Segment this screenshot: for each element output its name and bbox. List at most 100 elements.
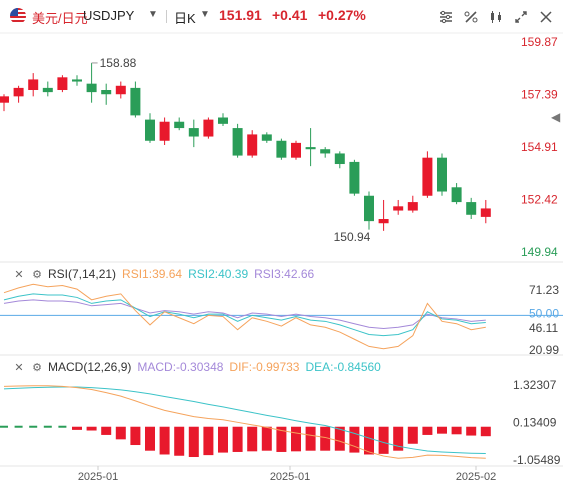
candle-body <box>422 157 433 196</box>
collapse-panel-icon[interactable]: ◀ <box>551 110 561 124</box>
macd-histogram-bar <box>247 426 258 452</box>
macd-histogram-bar <box>393 426 404 451</box>
macd-histogram-bar <box>188 426 199 458</box>
period-dropdown-icon[interactable]: ▼ <box>200 9 210 20</box>
rsi2-label: RSI2: <box>188 267 219 281</box>
rsi3-value: 42.66 <box>284 267 315 281</box>
rsi2-value: 40.39 <box>218 267 249 281</box>
candle-body <box>203 119 214 137</box>
dea-label: DEA: <box>305 360 334 374</box>
macd-histogram-bar <box>480 426 491 437</box>
candle-body <box>349 161 360 194</box>
macd-histogram-bar <box>86 426 97 431</box>
candle-body <box>451 187 462 203</box>
macd-histogram-bar <box>72 426 82 430</box>
macd-histogram-bar <box>466 426 477 436</box>
macd-histogram-bar <box>115 426 126 440</box>
settings-gear-icon[interactable]: ⚙ <box>32 268 42 281</box>
macd-histogram-bar <box>364 426 374 455</box>
us-flag-icon <box>10 8 26 24</box>
macd-histogram-bar <box>451 426 462 435</box>
macd-histogram-bar <box>349 426 360 453</box>
candle-body <box>42 87 53 93</box>
x-axis-label: 2025-02 <box>456 471 496 483</box>
macd-histogram-bar <box>159 426 170 455</box>
candle-body <box>232 128 243 156</box>
rsi1-label: RSI1: <box>122 267 153 281</box>
candle-body <box>261 134 272 141</box>
compare-icon[interactable] <box>488 9 504 25</box>
candle-body <box>174 121 185 129</box>
pair-symbol[interactable]: USDJPY <box>83 8 135 23</box>
period-selector[interactable]: 日K <box>174 11 196 26</box>
x-axis-label: 2025-01 <box>78 471 118 483</box>
macd-histogram-bar <box>261 426 272 451</box>
x-axis-label: 2025-01 <box>270 471 310 483</box>
candle-body <box>480 208 491 217</box>
rsi-tick-label: 46.11 <box>529 321 558 335</box>
macd-histogram-bar <box>407 426 418 444</box>
low-annotation: 150.94 <box>334 230 371 244</box>
rsi3-line <box>3 299 486 329</box>
candle-body <box>159 121 170 141</box>
macd-histogram-bar <box>378 426 389 454</box>
macd-histogram-bar <box>218 426 228 453</box>
dif-line <box>3 385 486 459</box>
price-tick-label: 149.94 <box>521 245 558 259</box>
macd-tick-label: 0.13409 <box>513 416 557 430</box>
tools-icon[interactable] <box>463 9 479 25</box>
macd-histogram-bar <box>0 425 8 428</box>
rsi3-label: RSI3: <box>254 267 285 281</box>
dif-label: DIF: <box>229 360 253 374</box>
candle-body <box>86 83 97 93</box>
last-price: 151.91 <box>219 7 262 23</box>
candle-body <box>305 147 316 150</box>
macd-value: -0.30348 <box>176 360 224 374</box>
indicator-icon[interactable] <box>438 9 454 25</box>
pair-name-cn[interactable]: 美元/日元 <box>32 11 88 26</box>
candle-body <box>466 202 477 215</box>
candle-body <box>218 117 228 124</box>
macd-histogram-bar <box>437 426 447 434</box>
macd-histogram-bar <box>101 426 112 435</box>
candle-body <box>13 87 24 97</box>
macd-histogram-bar <box>174 426 185 456</box>
rsi2-line <box>3 293 486 337</box>
macd-histogram-bar <box>29 425 38 428</box>
candle-body <box>247 134 258 156</box>
rsi-tick-label: 50.00 <box>529 306 559 320</box>
hide-indicator-icon[interactable]: ✕ <box>14 268 24 281</box>
dif-value: -0.99733 <box>252 360 300 374</box>
close-icon[interactable] <box>538 9 554 25</box>
candle-body <box>276 140 287 158</box>
candle-body <box>57 77 68 91</box>
macd-histogram-bar <box>43 425 52 428</box>
macd-histogram-bar <box>334 426 345 451</box>
rsi-tick-label: 20.99 <box>529 343 559 357</box>
macd-tick-label: -1.05489 <box>513 453 561 467</box>
candle-body <box>145 119 155 141</box>
macd-histogram-bar <box>305 426 316 451</box>
macd-histogram-bar <box>276 426 287 452</box>
high-annotation: 158.88 <box>100 56 137 70</box>
macd-histogram-bar <box>232 426 243 452</box>
macd-histogram-bar <box>422 426 433 435</box>
macd-histogram-bar <box>203 426 214 456</box>
settings-gear-icon[interactable]: ⚙ <box>32 361 42 374</box>
dea-value: -0.84560 <box>333 360 381 374</box>
price-change: +0.41 <box>272 7 308 23</box>
candle-body <box>72 79 82 82</box>
chart-header: 美元/日元 USDJPY ▼ 日K ▼ 151.91 +0.41 +0.27% <box>0 0 563 33</box>
candle-body <box>393 206 404 211</box>
symbol-dropdown-icon[interactable]: ▼ <box>148 9 158 20</box>
candle-body <box>364 195 374 222</box>
price-tick-label: 154.91 <box>521 140 558 154</box>
macd-label: MACD: <box>137 360 177 374</box>
candle-body <box>437 157 447 192</box>
macd-histogram-bar <box>14 425 23 428</box>
rsi-name: RSI(7,14,21) <box>48 267 117 281</box>
macd-histogram-bar <box>145 426 155 451</box>
fullscreen-icon[interactable] <box>513 9 529 25</box>
hide-indicator-icon[interactable]: ✕ <box>14 361 24 374</box>
